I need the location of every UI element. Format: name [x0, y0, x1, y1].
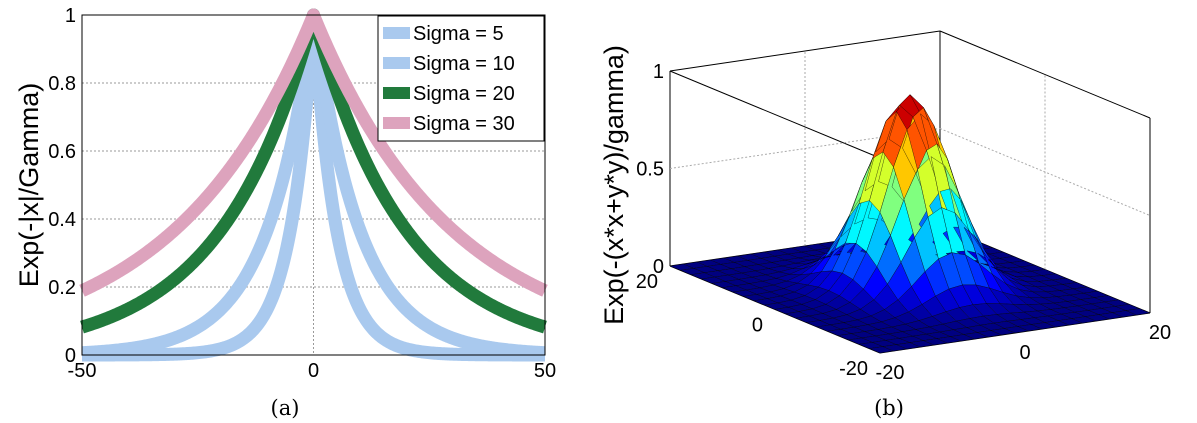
y-tick-label: 1	[65, 5, 76, 27]
legend-label: Sigma = 20	[413, 83, 515, 105]
right-top-edge	[939, 30, 1151, 119]
y-tick-label: 0	[752, 315, 763, 337]
x-tick-label: 0	[1019, 342, 1030, 364]
y-tick-label: -20	[839, 358, 868, 380]
legend-label: Sigma = 10	[413, 53, 515, 75]
figure-a: 0 0.2 0.4 0.6 0.8 1 -50 0 50 Sigma = 5 Sigma = 10…	[0, 0, 580, 423]
x-tick-label: 50	[534, 360, 556, 382]
y-tick-label: 20	[636, 271, 658, 293]
surface	[669, 94, 1151, 354]
legend-label: Sigma = 30	[413, 113, 515, 135]
z-tick-label: 0	[653, 256, 664, 278]
z-tick-label: 1	[653, 61, 664, 83]
x-tick-label: 0	[308, 360, 319, 382]
y-tick-label: 0.6	[48, 141, 76, 163]
legend-label: Sigma = 5	[413, 23, 504, 45]
caption-a: (a)	[271, 396, 300, 420]
x-tick-label: -20	[876, 362, 905, 384]
y-tick-label: 0.2	[48, 277, 76, 299]
tick-labels: 00.20.40.60.81-50 0 50	[48, 5, 556, 382]
x-tick-label: 20	[1149, 322, 1171, 344]
caption-b: (b)	[874, 396, 904, 420]
left-top-edge	[669, 70, 881, 159]
y-tick-label: 0.4	[48, 209, 76, 231]
x-tick-label: -50	[68, 360, 97, 382]
y-tick-label: 0	[65, 345, 76, 367]
z-tick-label: 0.5	[636, 159, 664, 181]
surface-patch	[1125, 308, 1151, 316]
back-top-edge	[669, 30, 941, 72]
plot-frame	[81, 14, 546, 356]
y-axis-label: Exp(-|x|/Gamma)	[14, 83, 44, 288]
legend: Sigma = 5 Sigma = 10 Sigma = 20 Sigma = 30	[377, 15, 545, 142]
figure-b: 0 0.5 1 -20 0 20 -20 0 20 Exp(-(x*x+y*y)/gamma) …	[585, 0, 1197, 423]
y-tick-label: 0.8	[48, 73, 76, 95]
z-axis-label: Exp(-(x*x+y*y)/gamma)	[599, 45, 629, 325]
